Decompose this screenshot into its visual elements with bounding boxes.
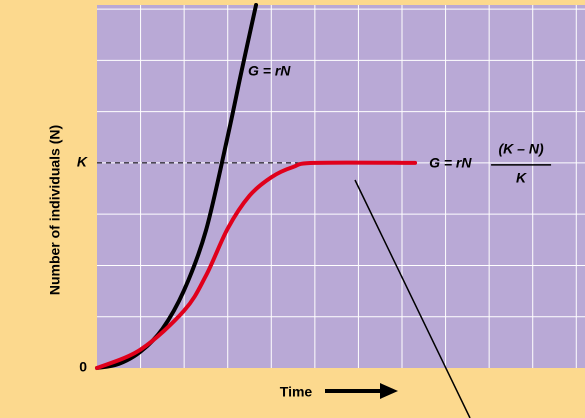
fraction-denominator: K	[516, 170, 527, 186]
plot-area	[97, 5, 585, 368]
time-arrow-head	[380, 383, 398, 399]
pointer-line	[354, 179, 471, 418]
y-axis-label: Number of individuals (N)	[47, 125, 63, 295]
y-tick-label: 0	[79, 359, 87, 375]
series-line	[95, 3, 259, 370]
series-label: G = rN	[429, 155, 472, 171]
fraction-numerator: (K – N)	[499, 141, 544, 157]
series-line	[95, 160, 418, 370]
x-axis-label: Time	[280, 384, 313, 400]
y-tick-label: K	[77, 154, 88, 170]
series-label: G = rN	[248, 63, 291, 79]
